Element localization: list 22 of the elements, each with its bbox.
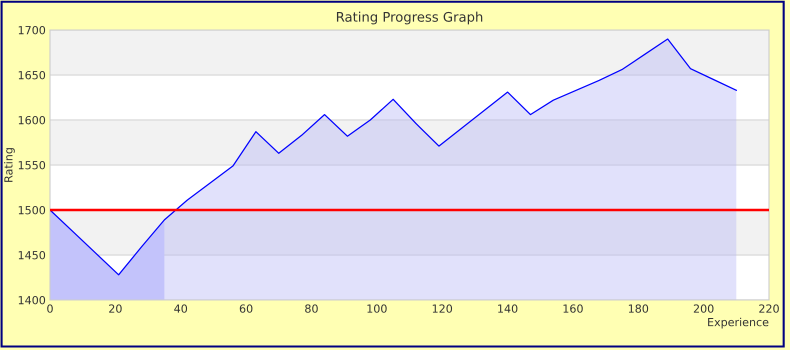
x-tick-label: 60 [240, 304, 252, 313]
x-tick-label: 100 [367, 304, 387, 313]
y-tick-label: 1400 [18, 296, 46, 304]
x-tick-label: 20 [109, 304, 122, 313]
chart-title: Rating Progress Graph [336, 12, 482, 24]
y-tick-label: 1450 [18, 250, 46, 260]
x-tick-label: 80 [305, 304, 318, 313]
x-tick-label: 140 [498, 304, 518, 313]
y-tick-label: 1500 [18, 206, 46, 214]
x-tick-label: 180 [628, 304, 648, 313]
x-tick-label: 40 [174, 304, 188, 313]
x-tick-label: 200 [694, 304, 714, 313]
y-axis-title: Rating [4, 148, 15, 182]
y-tick-label: 1600 [18, 116, 46, 124]
x-axis-title: Experience [708, 318, 768, 328]
y-tick-label: 1650 [18, 70, 46, 80]
x-tick-label: 0 [47, 304, 53, 313]
x-tick-label: 160 [564, 304, 583, 313]
x-tick-label: 220 [759, 304, 779, 313]
y-tick-label: 1550 [18, 160, 46, 170]
x-tick-label: 120 [432, 304, 452, 313]
y-tick-label: 1700 [18, 26, 46, 34]
